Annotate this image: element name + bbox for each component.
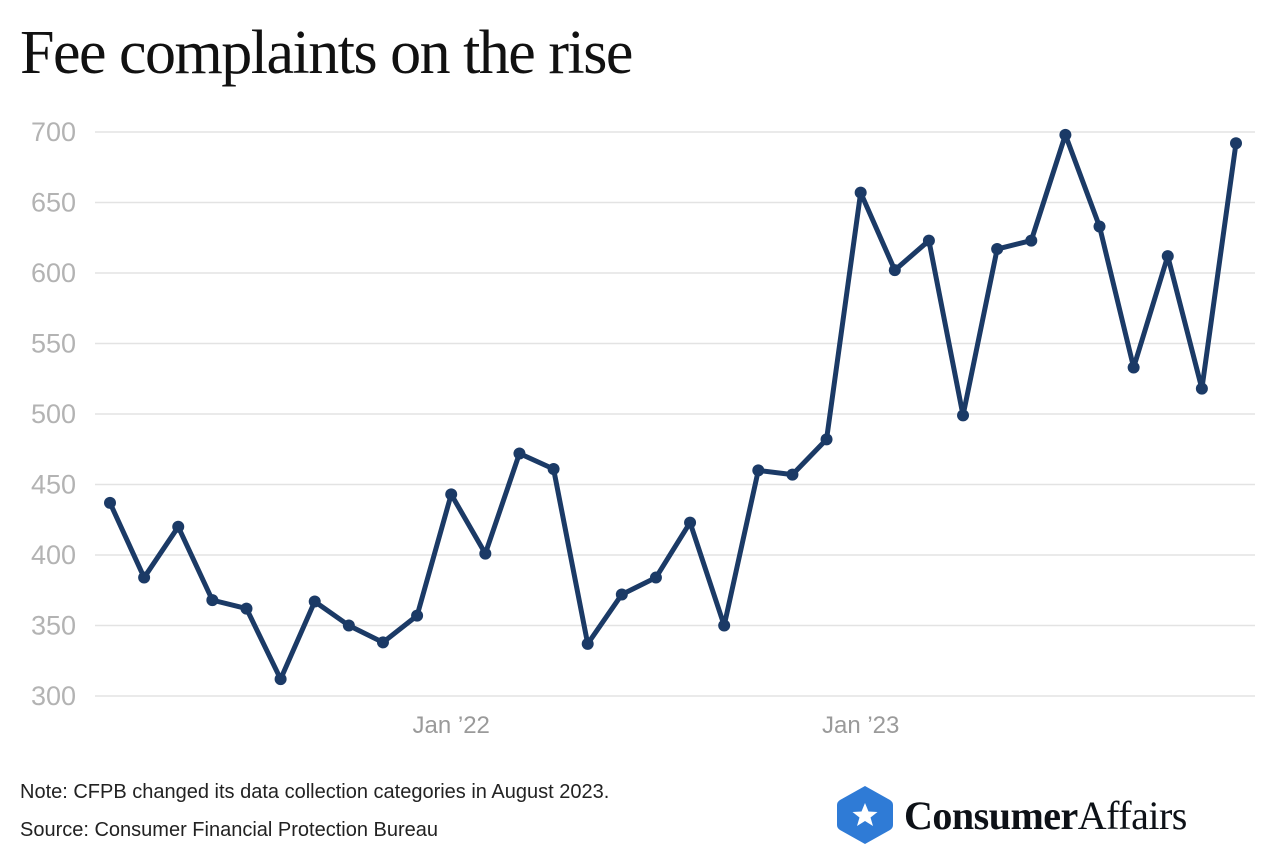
- data-point: [308, 595, 321, 608]
- data-point: [1093, 220, 1106, 233]
- data-point: [138, 571, 151, 584]
- data-point: [376, 636, 389, 649]
- data-point: [820, 433, 833, 446]
- star-hexagon-icon: [837, 786, 893, 844]
- logo-text-bold: Consumer: [904, 792, 1078, 838]
- chart-title: Fee complaints on the rise: [20, 19, 633, 87]
- data-point: [922, 234, 935, 247]
- data-point: [1059, 128, 1072, 141]
- chart-note: Note: CFPB changed its data collection c…: [20, 781, 610, 803]
- y-tick-label: 300: [31, 681, 76, 711]
- data-point: [684, 516, 697, 529]
- data-point: [752, 464, 765, 477]
- x-tick-label: Jan ’23: [822, 712, 899, 739]
- y-tick-label: 650: [31, 188, 76, 218]
- data-point: [615, 588, 628, 601]
- data-point: [513, 447, 526, 460]
- data-point: [1127, 361, 1140, 374]
- data-point: [786, 468, 799, 481]
- y-tick-label: 550: [31, 329, 76, 359]
- data-point: [1161, 250, 1174, 263]
- data-point: [649, 571, 662, 584]
- data-point: [547, 462, 560, 475]
- data-point: [104, 496, 116, 509]
- data-point: [1025, 234, 1038, 247]
- y-tick-label: 700: [31, 117, 76, 147]
- data-point: [342, 619, 355, 632]
- data-point: [1195, 382, 1208, 395]
- data-point: [172, 520, 185, 533]
- y-tick-label: 600: [31, 258, 76, 288]
- data-point: [274, 673, 287, 686]
- data-point: [581, 637, 594, 650]
- data-point: [206, 594, 219, 607]
- y-tick-label: 500: [31, 399, 76, 429]
- x-tick-label: Jan ’22: [413, 712, 490, 739]
- consumeraffairs-logo: ConsumerAffairs: [836, 784, 1187, 846]
- data-point: [445, 488, 458, 501]
- y-tick-label: 400: [31, 540, 76, 570]
- data-point: [888, 264, 901, 277]
- y-tick-label: 450: [31, 470, 76, 500]
- data-point: [991, 243, 1004, 256]
- data-point: [718, 619, 731, 632]
- data-point: [854, 186, 867, 199]
- series-line: [107, 132, 1239, 682]
- chart-source: Source: Consumer Financial Protection Bu…: [20, 819, 438, 841]
- line-chart: 300 350 400 450 500 550 600 650 700 Jan ’22 Jan ’2…: [31, 117, 1255, 739]
- data-point: [957, 409, 970, 422]
- data-point: [1230, 137, 1242, 150]
- data-point: [479, 547, 492, 560]
- data-point: [411, 609, 424, 622]
- logo-text-regular: Affairs: [1077, 792, 1188, 838]
- data-point: [240, 602, 253, 615]
- y-tick-label: 350: [31, 611, 76, 641]
